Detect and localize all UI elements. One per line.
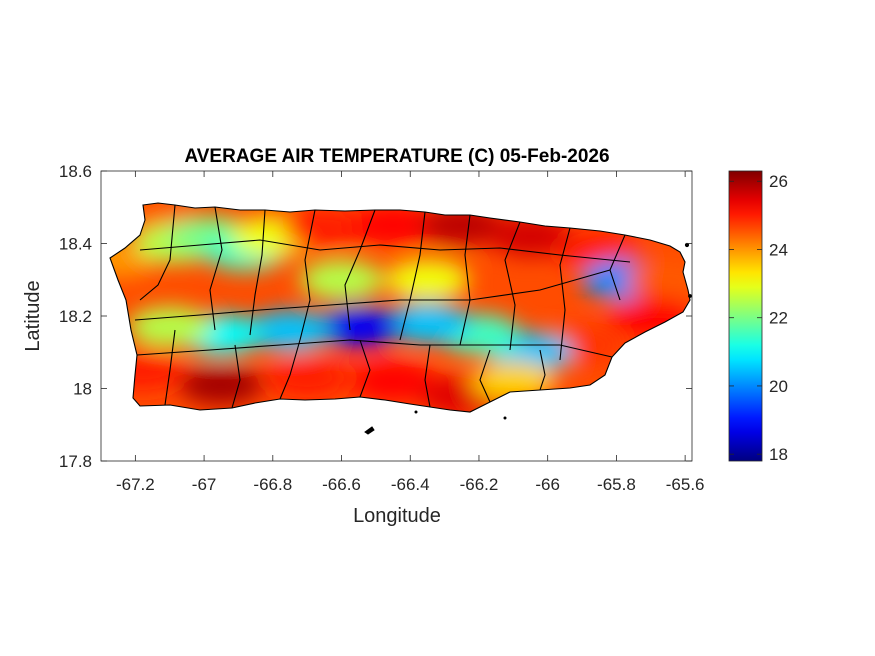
temperature-sample-18 bbox=[316, 306, 401, 347]
colorbar-tick-label: 18 bbox=[769, 445, 788, 464]
temperature-field bbox=[110, 203, 690, 412]
small-islands bbox=[364, 242, 692, 435]
x-tick-label: -65.8 bbox=[597, 475, 636, 494]
temperature-sample-23 bbox=[179, 364, 264, 405]
x-axis-ticks: -67.2 -67 -66.8 -66.6 -66.4 -66.2 -66 -65.8 -65.… bbox=[116, 171, 705, 494]
temperature-sample-7 bbox=[351, 205, 436, 246]
y-axis-label: Latitude bbox=[22, 280, 44, 351]
colorbar-tick-label: 20 bbox=[769, 377, 788, 396]
coastline-boundaries bbox=[109, 202, 691, 413]
x-tick-label: -67 bbox=[192, 475, 217, 494]
x-tick-label: -67.2 bbox=[116, 475, 155, 494]
y-tick-label: 18.2 bbox=[59, 307, 92, 326]
x-tick-label: -66.6 bbox=[322, 475, 361, 494]
colorbar-tick-label: 24 bbox=[769, 240, 788, 259]
colorbar-tick-label: 26 bbox=[769, 172, 788, 191]
x-axis-label: Longitude bbox=[353, 505, 441, 527]
temperature-sample-6 bbox=[282, 209, 367, 249]
temperature-sample-21 bbox=[127, 306, 212, 347]
colorbar-tick-label: 22 bbox=[769, 309, 788, 328]
colorbar-scale bbox=[728, 170, 763, 462]
temperature-sample-12 bbox=[625, 259, 690, 300]
colorbar: 18 20 22 24 26 bbox=[728, 170, 788, 464]
temperature-sample-28 bbox=[385, 259, 470, 300]
y-tick-label: 18.6 bbox=[59, 162, 92, 181]
x-tick-label: -66.4 bbox=[391, 475, 430, 494]
y-axis-ticks: 17.8 18 18.2 18.4 18.6 bbox=[59, 162, 692, 471]
temperature-sample-19 bbox=[247, 310, 332, 351]
temperature-sample-24 bbox=[265, 357, 350, 398]
x-tick-label: -66.8 bbox=[253, 475, 292, 494]
y-tick-label: 17.8 bbox=[59, 452, 92, 471]
y-tick-label: 18.4 bbox=[59, 235, 92, 254]
x-tick-label: -65.6 bbox=[666, 475, 705, 494]
temperature-sample-29 bbox=[299, 259, 384, 300]
x-tick-label: -66.2 bbox=[460, 475, 499, 494]
colorbar-ticks: 18 20 22 24 26 bbox=[729, 172, 788, 464]
x-tick-label: -66 bbox=[535, 475, 560, 494]
temperature-sample-25 bbox=[351, 361, 436, 402]
y-tick-label: 18 bbox=[73, 380, 92, 399]
chart-title: AVERAGE AIR TEMPERATURE (C) 05-Feb-2026 bbox=[184, 146, 609, 167]
